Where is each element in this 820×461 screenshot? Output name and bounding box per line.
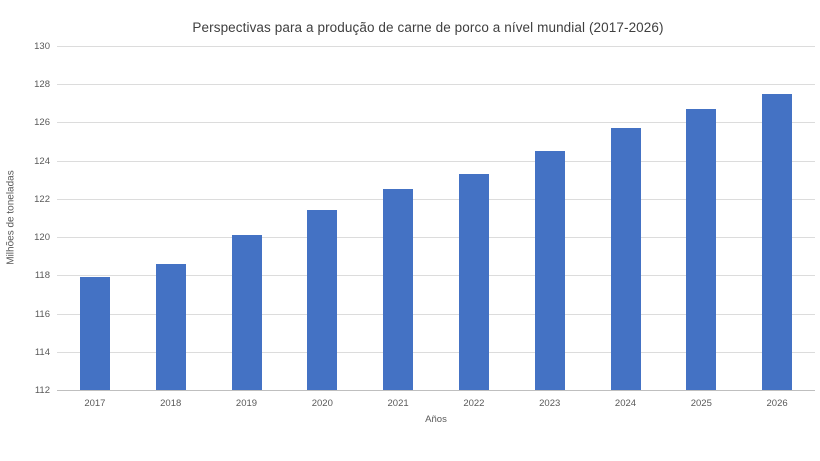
y-tick-label-116: 116 [34, 308, 50, 320]
x-tick-label-2021: 2021 [387, 398, 409, 409]
gridline-130 [57, 46, 815, 47]
gridline-116 [57, 313, 815, 315]
y-tick-label-130: 130 [34, 41, 50, 52]
y-tick-label-128: 128 [34, 79, 50, 91]
bar-2017 [79, 277, 110, 390]
x-tick-label-2017: 2017 [84, 398, 106, 409]
y-tick-label-122: 122 [34, 193, 50, 205]
gridline-114 [57, 351, 815, 353]
bar-2019 [231, 235, 262, 390]
y-tick-label-118: 118 [34, 270, 50, 282]
bar-2020 [307, 210, 338, 390]
y-tick-label-126: 126 [34, 117, 50, 129]
bar-2024 [610, 128, 641, 390]
bar-2023 [534, 151, 565, 390]
x-tick-label-2026: 2026 [766, 398, 788, 409]
x-tick-label-2020: 2020 [311, 398, 333, 409]
plot-area [57, 46, 815, 391]
x-tick-label-2019: 2019 [235, 398, 258, 409]
chart-title: Perspectivas para a produção de carne de… [192, 20, 664, 35]
gridline-120 [57, 237, 815, 239]
bar-2018 [155, 263, 186, 390]
y-tick-label-124: 124 [34, 155, 50, 167]
bar-2025 [686, 109, 717, 390]
x-tick-label-2024: 2024 [614, 398, 637, 409]
x-tick-label-2018: 2018 [160, 398, 182, 409]
gridline-118 [57, 275, 815, 277]
x-tick-label-2022: 2022 [463, 398, 485, 409]
bar-2022 [458, 174, 489, 390]
x-axis-title: Años [425, 414, 447, 425]
gridline-126 [57, 122, 815, 124]
x-axis-line [57, 390, 815, 391]
y-tick-label-120: 120 [34, 232, 50, 244]
x-tick-label-2023: 2023 [539, 398, 561, 409]
y-axis-title: Milhões de toneladas [5, 170, 17, 265]
gridline-122 [57, 198, 815, 200]
bar-2026 [762, 93, 793, 390]
x-tick-label-2025: 2025 [690, 398, 712, 409]
gridline-128 [57, 84, 815, 86]
gridline-124 [57, 160, 815, 162]
y-tick-label-112: 112 [34, 385, 50, 396]
bar-2021 [383, 189, 414, 390]
y-tick-label-114: 114 [34, 346, 50, 358]
